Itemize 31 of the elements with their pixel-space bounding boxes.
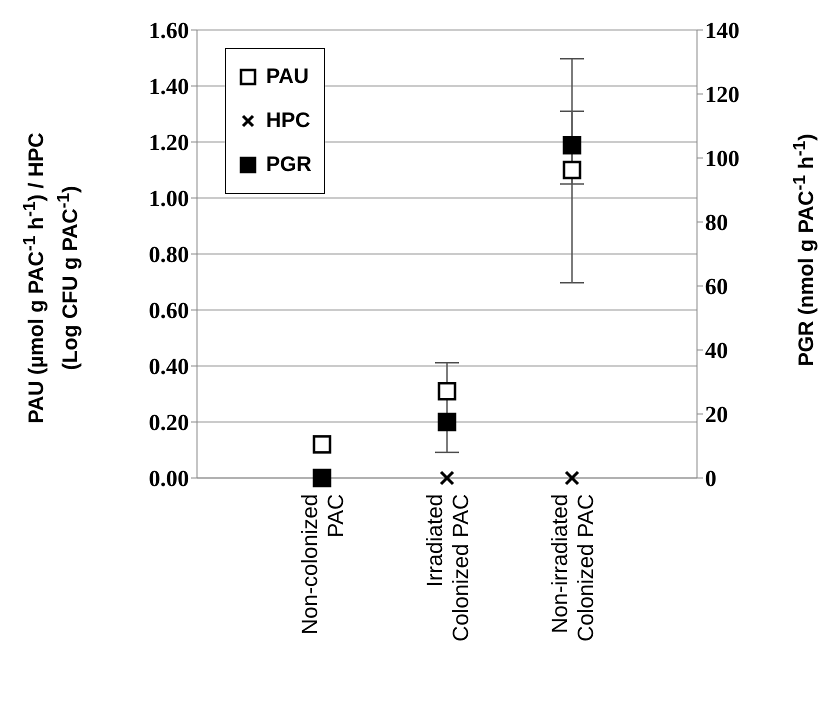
point — [312, 435, 332, 454]
point — [564, 470, 580, 486]
point — [440, 470, 454, 486]
y2-tick-label: 20 — [705, 402, 728, 428]
y2-tick-label: 40 — [705, 338, 728, 364]
point — [562, 160, 582, 180]
y-tick-label: 1.00 — [148, 186, 189, 212]
legend-label: PGR — [266, 153, 312, 177]
point — [312, 468, 332, 488]
y2-tick-label: 120 — [705, 82, 740, 108]
y-tick-label: 1.60 — [148, 18, 189, 44]
x-tick-label: Non-irradiated Colonized PAC — [547, 494, 598, 642]
legend-label: HPC — [266, 109, 310, 133]
y-tick-label: 1.20 — [148, 130, 189, 156]
point — [562, 136, 582, 154]
x-tick-label: Non-colonized PAC — [297, 494, 348, 635]
y-tick-label: 0.20 — [148, 410, 189, 436]
point — [438, 382, 456, 400]
y2-tick-label: 100 — [705, 146, 740, 172]
y2-tick-label: 60 — [705, 274, 728, 300]
y-tick-label: 0.00 — [148, 466, 189, 492]
y2-tick-label: 0 — [705, 466, 716, 492]
y-tick-label: 0.80 — [148, 242, 189, 268]
y2-tick-label: 80 — [705, 210, 728, 236]
legend-label: PAU — [266, 65, 309, 89]
y-tick-label: 0.60 — [148, 298, 189, 324]
y-tick-label: 1.40 — [148, 74, 189, 100]
point — [438, 412, 456, 432]
y-tick-label: 0.40 — [148, 354, 189, 380]
y2-tick-label: 140 — [705, 18, 740, 44]
x-tick-label: Irradiated Colonized PAC — [422, 494, 473, 642]
